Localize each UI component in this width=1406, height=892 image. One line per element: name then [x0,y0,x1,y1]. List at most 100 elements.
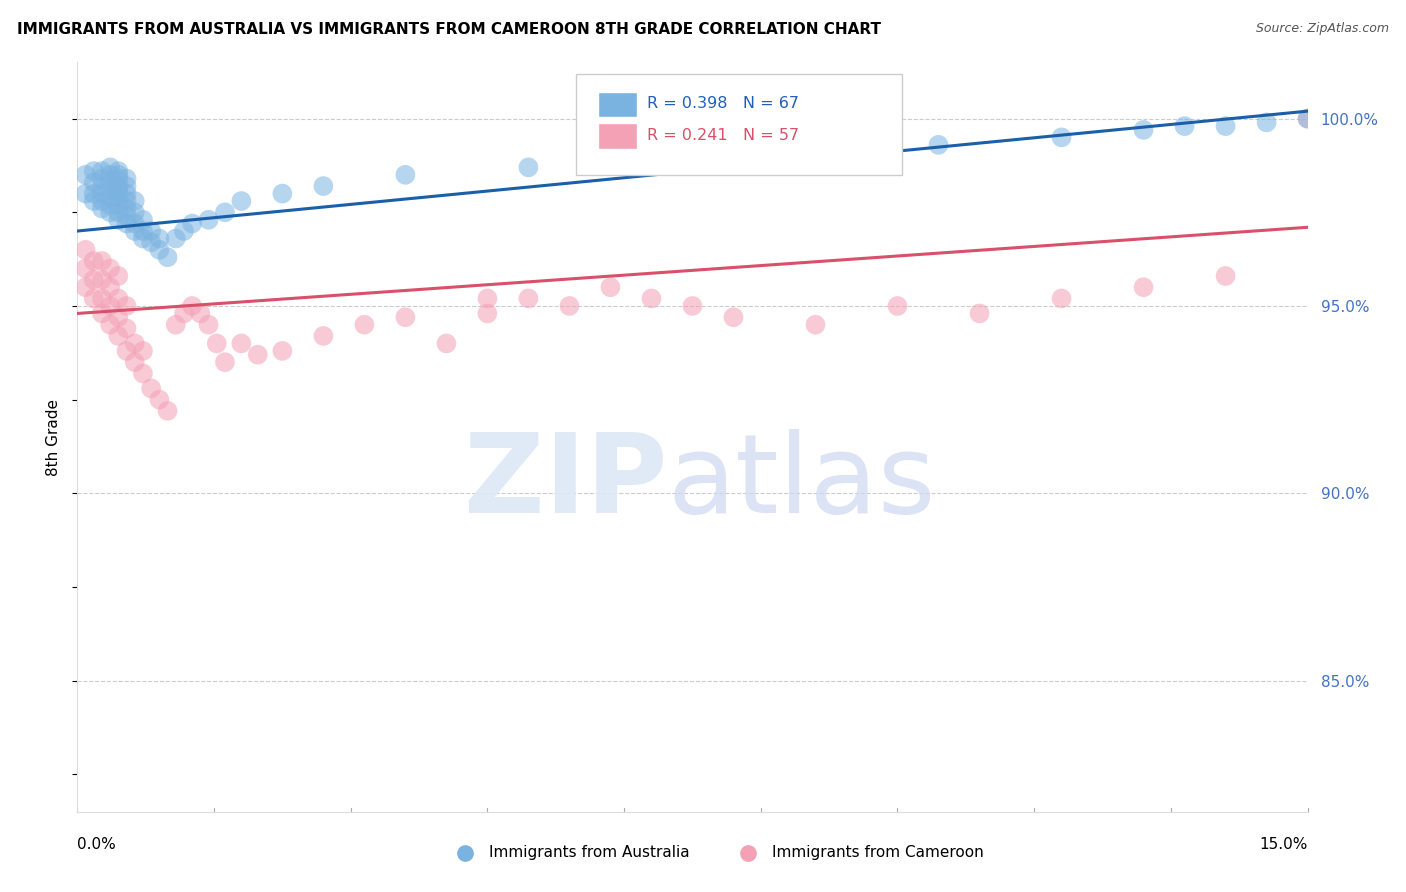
Text: 0.0%: 0.0% [77,837,117,852]
Point [90,179,114,194]
Point [477,292,499,306]
Point [181,299,204,313]
Y-axis label: 8th Grade: 8th Grade [46,399,62,475]
Point [115,186,138,201]
Point [90,186,114,201]
Point [141,224,163,238]
Point [90,273,114,287]
Point [141,381,163,395]
Point [75,243,97,257]
Point [115,321,138,335]
Point [271,343,294,358]
Point [107,168,129,182]
Point [312,179,335,194]
Point [107,183,129,197]
Point [517,292,540,306]
Point [1174,119,1197,133]
Point [197,212,219,227]
Text: IMMIGRANTS FROM AUSTRALIA VS IMMIGRANTS FROM CAMEROON 8TH GRADE CORRELATION CHAR: IMMIGRANTS FROM AUSTRALIA VS IMMIGRANTS … [17,22,882,37]
Point [197,318,219,332]
Point [115,299,138,313]
Point [394,168,416,182]
FancyBboxPatch shape [598,123,637,149]
Point [558,299,581,313]
Point [1132,123,1154,137]
Point [156,404,179,418]
Point [477,306,499,320]
Point [969,306,991,320]
Point [90,254,114,268]
Point [231,194,253,208]
Point [98,190,121,204]
Point [1215,268,1237,283]
Point [517,161,540,175]
Point [75,261,97,276]
Point [107,171,129,186]
Point [75,280,97,294]
Point [165,231,187,245]
Point [928,137,950,152]
Point [165,318,187,332]
Point [886,299,908,313]
Point [83,175,105,189]
Text: R = 0.241   N = 57: R = 0.241 N = 57 [647,128,799,143]
Point [804,318,827,332]
Point [75,168,97,182]
Point [271,186,294,201]
Point [124,355,146,369]
Point [124,205,146,219]
Point [312,329,335,343]
Point [75,186,97,201]
Point [98,161,121,175]
Point [98,175,121,189]
Point [98,299,121,313]
Text: ZIP: ZIP [464,428,668,535]
Point [115,209,138,223]
Point [107,310,129,325]
Point [98,198,121,212]
Point [231,336,253,351]
Point [214,355,236,369]
Point [90,164,114,178]
Point [107,164,129,178]
Point [98,261,121,276]
Point [83,292,105,306]
Point [124,224,146,238]
Point [98,205,121,219]
Point [723,310,745,325]
Point [640,292,662,306]
Point [115,202,138,216]
Point [1256,115,1278,129]
Point [115,343,138,358]
Point [1132,280,1154,294]
Point [90,292,114,306]
Point [1296,112,1319,126]
Point [188,306,212,320]
Point [124,217,146,231]
Point [83,273,105,287]
FancyBboxPatch shape [575,74,901,175]
Point [115,179,138,194]
Point [98,168,121,182]
Point [83,186,105,201]
Point [107,190,129,204]
Point [436,336,458,351]
Point [115,194,138,208]
Point [141,235,163,250]
Point [83,254,105,268]
Text: Immigrants from Cameroon: Immigrants from Cameroon [772,846,984,861]
Point [132,367,155,381]
Point [107,268,129,283]
Point [115,217,138,231]
Point [173,306,195,320]
Text: atlas: atlas [668,428,936,535]
Point [132,212,155,227]
Point [115,171,138,186]
Point [90,202,114,216]
Text: R = 0.398   N = 67: R = 0.398 N = 67 [647,96,799,112]
Point [132,343,155,358]
Point [173,224,195,238]
Point [107,205,129,219]
Point [599,280,621,294]
Point [83,164,105,178]
